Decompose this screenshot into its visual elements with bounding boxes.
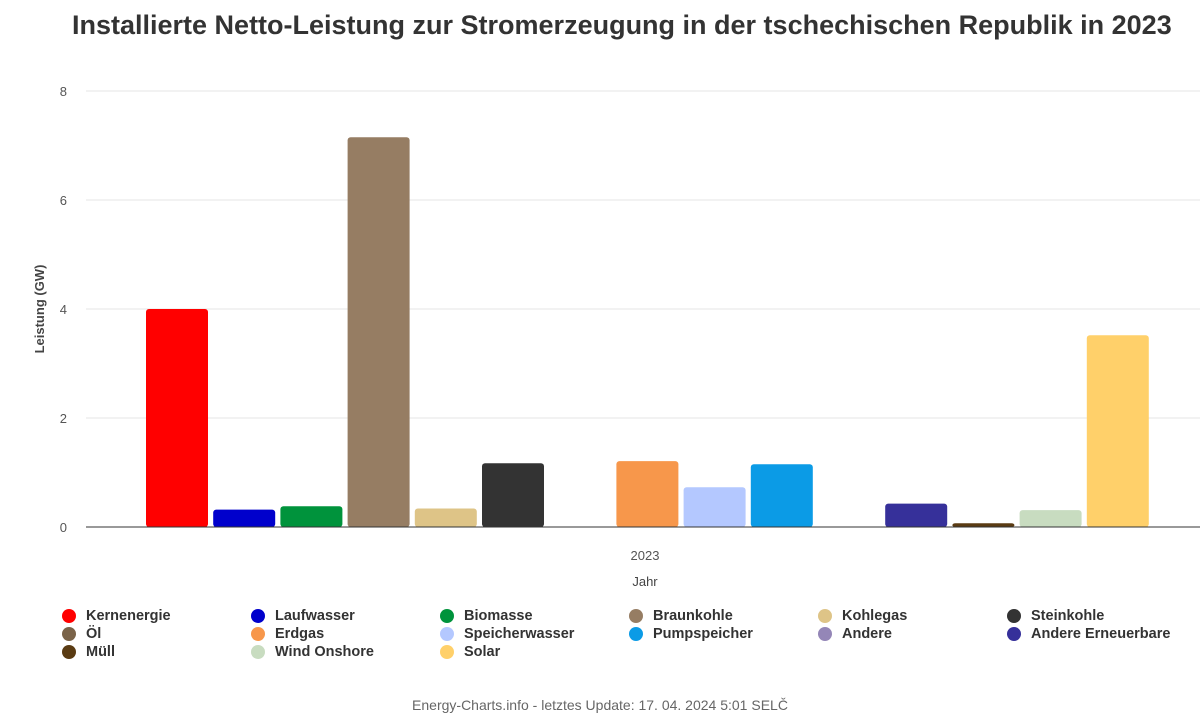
legend-label: Erdgas [275,626,325,642]
bars [146,137,1149,528]
legend-label: Andere [842,626,892,642]
footer-credits: Energy-Charts.info - letztes Update: 17.… [412,697,788,713]
legend-label: Wind Onshore [275,644,374,660]
legend-label: Andere Erneuerbare [1031,626,1171,642]
legend-marker [1007,609,1021,623]
bar-laufwasser[interactable] [213,509,276,527]
chart-canvas: 0 2 4 6 8 2023 Jahr Leistung (GW) [32,84,1200,589]
legend-item[interactable]: Erdgas [251,625,440,643]
legend-item[interactable]: Laufwasser [251,607,440,625]
legend-item[interactable]: Biomasse [440,607,629,625]
legend-item[interactable]: Öl [62,625,251,643]
legend-item[interactable]: Steinkohle [1007,607,1192,625]
legend-item[interactable]: Pumpspeicher [629,625,818,643]
y-tick-label: 0 [60,520,67,535]
bar-biomasse[interactable] [280,506,343,527]
legend-item[interactable]: Kohlegas [818,607,1007,625]
bar-müll[interactable] [952,523,1015,527]
bar-braunkohle[interactable] [347,137,410,528]
legend-marker [62,609,76,623]
y-tick-label: 4 [60,302,67,317]
legend-label: Speicherwasser [464,626,575,642]
legend-marker [251,609,265,623]
legend-label: Solar [464,644,501,660]
gridlines [86,90,1200,419]
bar-andere-erneuerbare[interactable] [885,503,948,527]
y-axis-title: Leistung (GW) [32,265,47,354]
legend-item[interactable]: Solar [440,643,629,661]
bar-speicherwasser[interactable] [683,487,746,527]
legend-label: Steinkohle [1031,608,1105,624]
bar-wind-onshore[interactable] [1019,510,1082,527]
bar-kohlegas[interactable] [414,508,477,528]
x-tick-label: 2023 [631,548,660,563]
bar-kernenergie[interactable] [146,309,208,527]
legend-label: Kohlegas [842,608,908,624]
bar-pumpspeicher[interactable] [750,464,813,527]
legend-marker [629,627,643,641]
chart-title: Installierte Netto-Leistung zur Stromerz… [72,10,1172,40]
legend-label: Pumpspeicher [653,626,753,642]
legend-marker [818,627,832,641]
legend-item[interactable]: Speicherwasser [440,625,629,643]
legend-label: Biomasse [464,608,533,624]
bar-solar[interactable] [1086,335,1149,527]
legend-item[interactable]: Braunkohle [629,607,818,625]
legend-marker [818,609,832,623]
legend-item[interactable]: Kernenergie [62,607,251,625]
legend-marker [629,609,643,623]
bar-erdgas[interactable] [616,461,679,527]
legend-marker [62,627,76,641]
legend-marker [440,609,454,623]
legend-item[interactable]: Andere Erneuerbare [1007,625,1192,643]
y-tick-label: 6 [60,193,67,208]
x-axis-title: Jahr [632,574,658,589]
legend-item[interactable]: Andere [818,625,1007,643]
y-tick-label: 8 [60,84,67,99]
legend-marker [1007,627,1021,641]
legend: Kernenergie Laufwasser Biomasse Braunkohle K… [62,607,1192,661]
y-tick-label: 2 [60,411,67,426]
legend-marker [440,645,454,659]
legend-label: Laufwasser [275,608,355,624]
legend-item[interactable]: Wind Onshore [251,643,440,661]
legend-label: Müll [86,644,115,660]
bar-steinkohle[interactable] [482,463,544,527]
legend-marker [62,645,76,659]
legend-label: Braunkohle [653,608,733,624]
legend-item[interactable]: Müll [62,643,251,661]
legend-label: Öl [86,626,102,642]
legend-label: Kernenergie [86,608,171,624]
legend-marker [251,645,265,659]
legend-marker [251,627,265,641]
legend-marker [440,627,454,641]
y-tick-labels: 0 2 4 6 8 [60,84,67,535]
